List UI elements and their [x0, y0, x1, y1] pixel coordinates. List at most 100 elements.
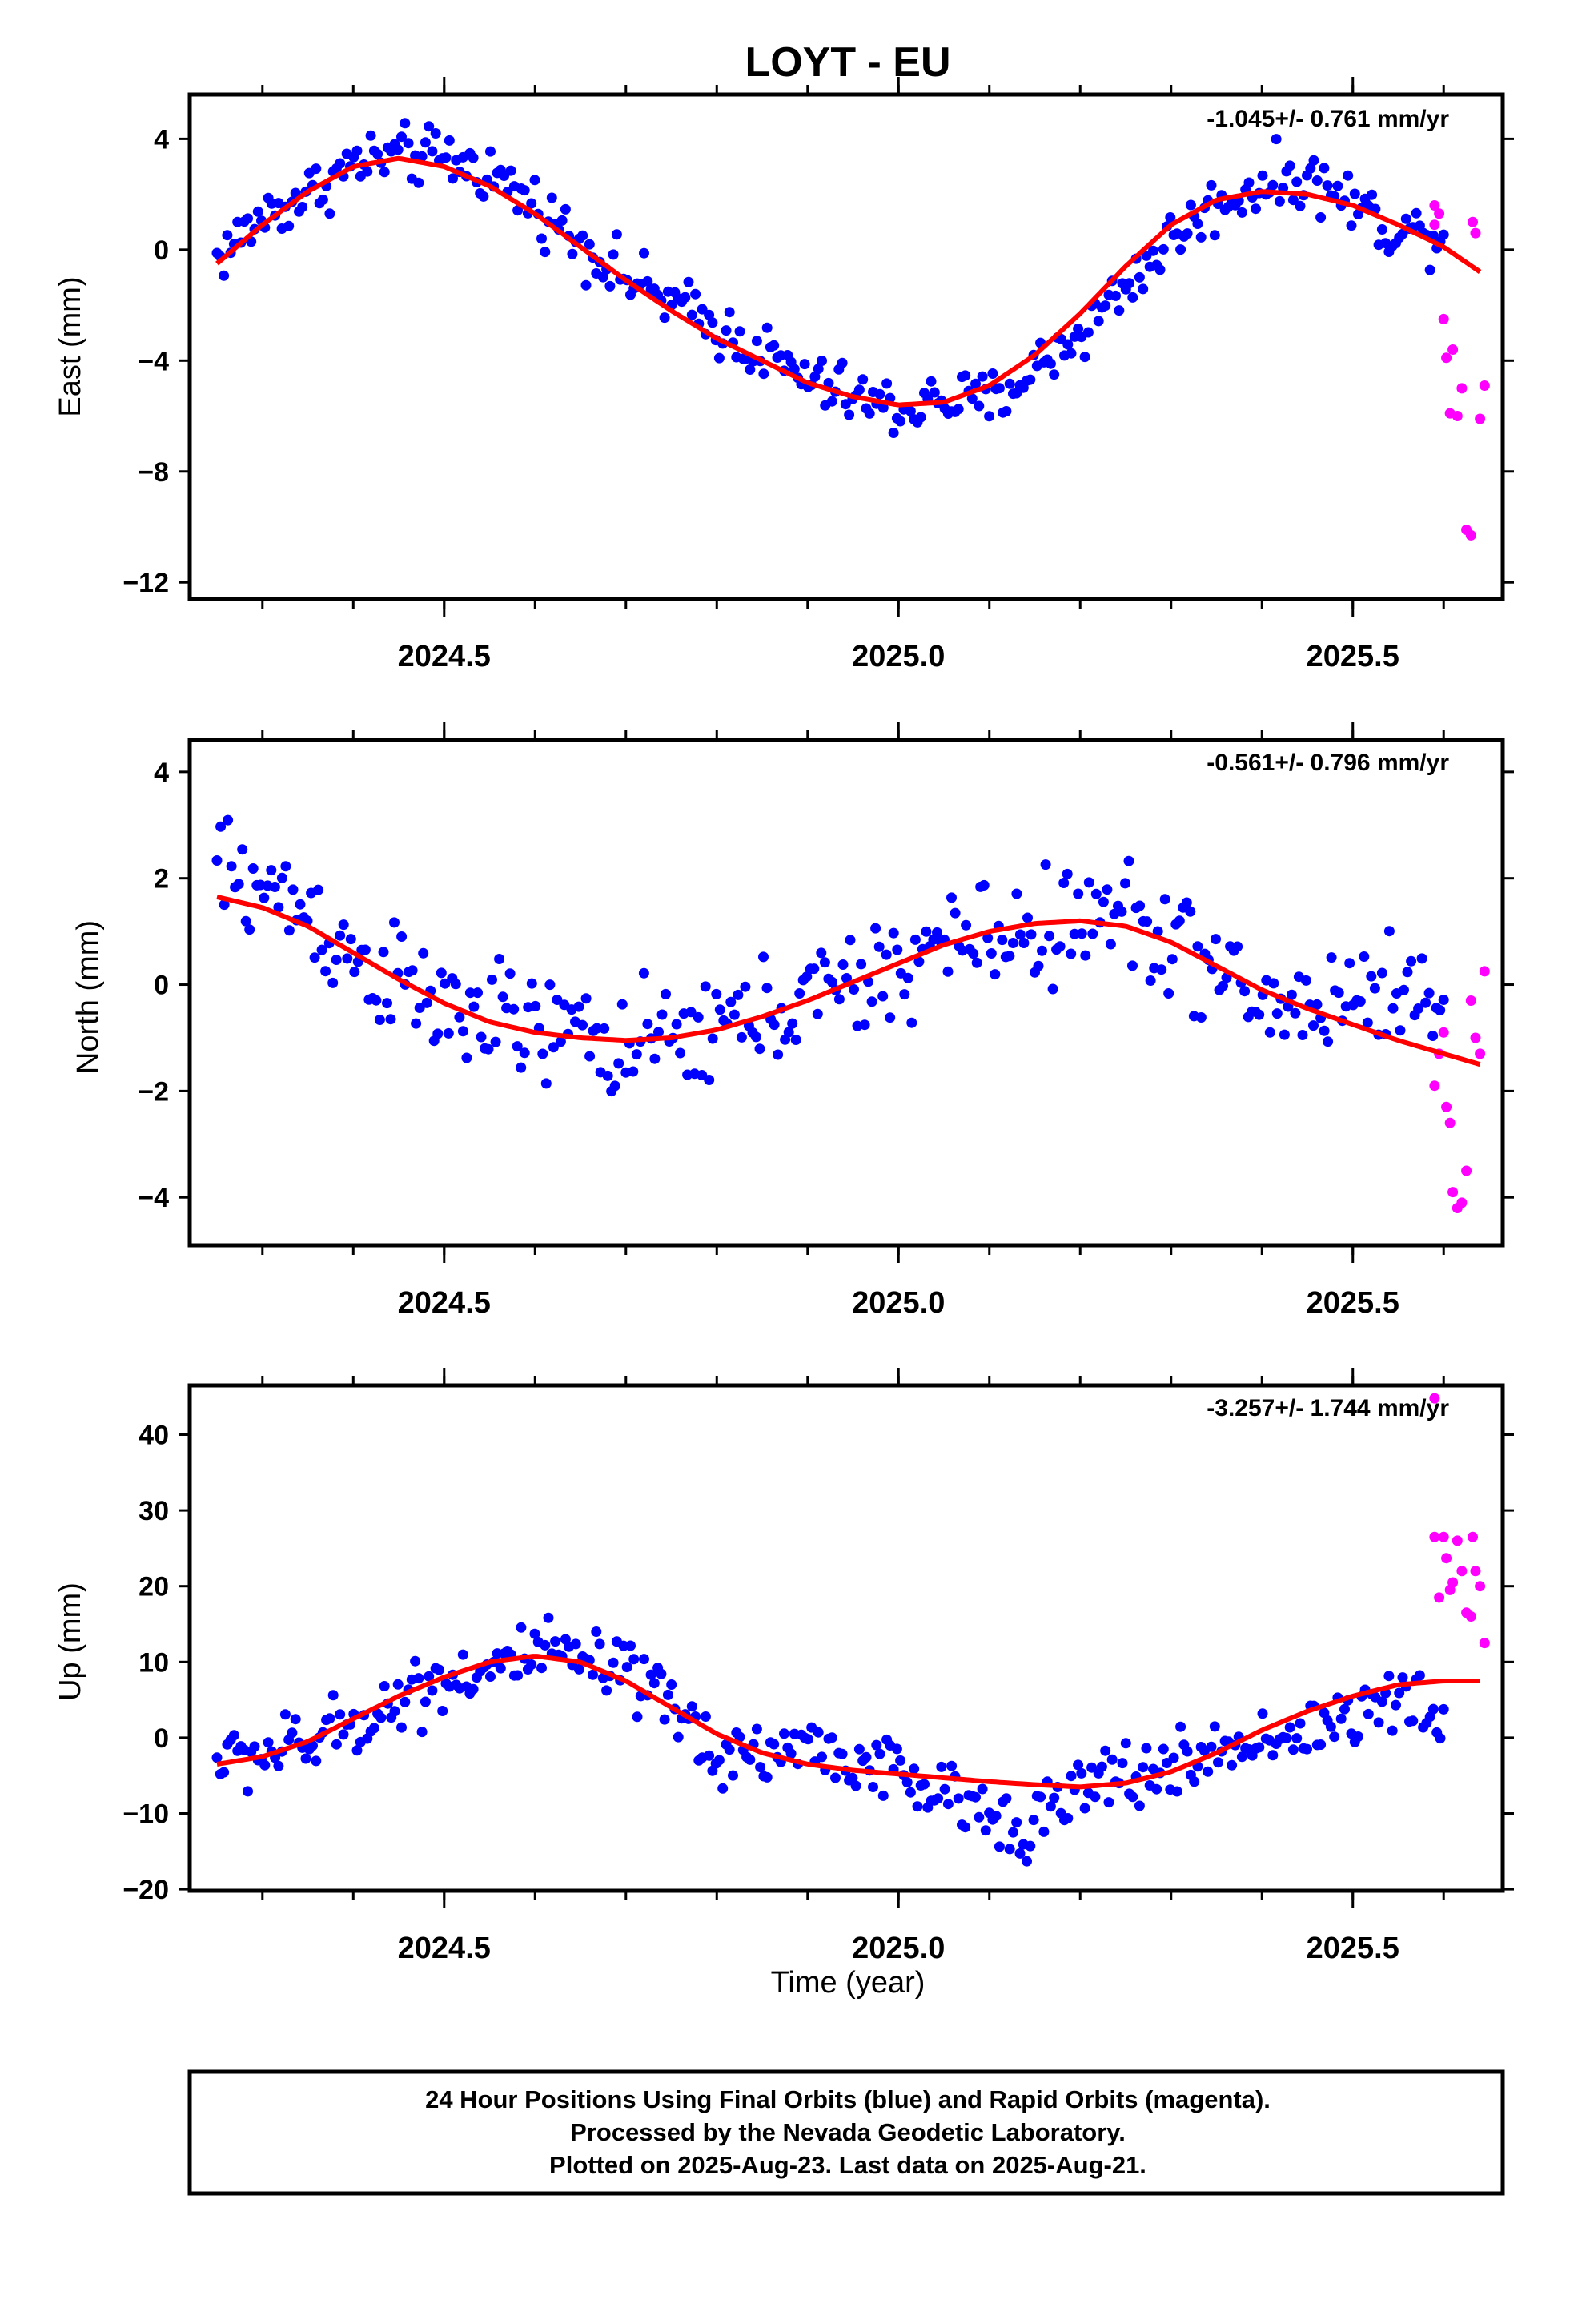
- up-final-orbit-point: [307, 1740, 318, 1751]
- north-final-orbit-point: [809, 963, 820, 975]
- east-final-orbit-point: [789, 364, 800, 375]
- east-final-orbit-point: [485, 146, 496, 157]
- north-y-tick-label: 0: [154, 971, 169, 1001]
- north-final-orbit-point: [1376, 967, 1387, 979]
- east-final-orbit-point: [317, 194, 328, 205]
- east-y-tick-label: 0: [154, 235, 169, 266]
- east-final-orbit-point: [311, 163, 322, 175]
- east-final-orbit-point: [1251, 203, 1261, 215]
- up-final-orbit-point: [424, 1671, 435, 1682]
- east-final-orbit-point: [526, 198, 537, 209]
- up-final-orbit-point: [936, 1761, 947, 1772]
- up-final-orbit-point: [540, 1639, 551, 1651]
- up-final-orbit-point: [717, 1783, 729, 1794]
- up-final-orbit-point: [1001, 1793, 1012, 1804]
- up-final-orbit-point: [1086, 1762, 1098, 1773]
- north-final-orbit-point: [276, 872, 287, 883]
- north-final-orbit-point: [921, 926, 932, 937]
- north-final-orbit-point: [342, 953, 353, 964]
- north-final-orbit-point: [1127, 960, 1138, 971]
- up-rapid-orbit-point: [1465, 1611, 1476, 1622]
- north-final-orbit-point: [1007, 938, 1018, 948]
- north-final-orbit-point: [418, 947, 429, 959]
- north-rapid-orbit-point: [1465, 995, 1476, 1006]
- up-model-fit-line: [216, 1654, 1480, 1790]
- up-final-orbit-point: [1079, 1803, 1090, 1814]
- north-final-orbit-point: [1163, 988, 1174, 999]
- up-final-orbit-point: [1335, 1713, 1347, 1724]
- north-final-orbit-point: [544, 979, 556, 991]
- north-final-orbit-point: [1011, 888, 1022, 899]
- up-final-orbit-point: [1189, 1776, 1200, 1787]
- east-final-orbit-point: [734, 326, 745, 337]
- x-axis-label: Time (year): [771, 1966, 926, 2000]
- north-final-orbit-point: [1218, 980, 1228, 991]
- north-final-orbit-point: [707, 1033, 718, 1044]
- north-rapid-orbit-point: [1461, 1165, 1472, 1176]
- east-final-orbit-point: [427, 146, 438, 157]
- north-final-orbit-point: [1026, 929, 1037, 940]
- east-final-orbit-point: [362, 166, 373, 177]
- north-final-orbit-point: [685, 1007, 697, 1018]
- east-final-orbit-point: [1049, 369, 1060, 380]
- north-final-orbit-point: [1185, 906, 1196, 917]
- north-final-orbit-point: [269, 882, 280, 892]
- north-final-orbit-point: [1022, 912, 1033, 923]
- north-final-orbit-point: [537, 1048, 548, 1059]
- east-final-orbit-point: [690, 288, 701, 300]
- up-final-orbit-point: [850, 1780, 861, 1791]
- up-final-orbit-point: [813, 1727, 824, 1738]
- east-final-orbit-point: [297, 202, 308, 212]
- north-final-orbit-point: [244, 924, 255, 935]
- east-final-orbit-point: [1100, 300, 1111, 312]
- north-final-orbit-point: [440, 978, 451, 989]
- north-final-orbit-point: [971, 957, 982, 968]
- north-final-orbit-point: [436, 967, 447, 979]
- north-final-orbit-point: [1181, 897, 1192, 908]
- up-final-orbit-point: [300, 1753, 311, 1764]
- north-final-orbit-point: [899, 989, 910, 1000]
- north-final-orbit-point: [237, 844, 248, 855]
- east-final-orbit-point: [1045, 358, 1056, 369]
- up-final-orbit-point: [830, 1772, 841, 1783]
- north-final-orbit-point: [1286, 989, 1297, 1000]
- east-final-orbit-point: [1195, 231, 1207, 243]
- up-final-orbit-point: [912, 1801, 923, 1812]
- north-final-orbit-point: [555, 1036, 566, 1047]
- north-final-orbit-point: [345, 934, 356, 945]
- up-final-orbit-point: [659, 1714, 670, 1725]
- up-final-orbit-point: [1028, 1815, 1039, 1826]
- up-y-tick-label: −10: [122, 1799, 169, 1830]
- up-final-orbit-point: [396, 1722, 407, 1733]
- east-final-orbit-point: [1274, 195, 1285, 207]
- up-rapid-orbit-point: [1456, 1566, 1468, 1577]
- east-final-orbit-point: [721, 325, 732, 336]
- north-final-orbit-point: [240, 915, 251, 927]
- north-rapid-orbit-point: [1447, 1187, 1459, 1198]
- north-final-orbit-point: [287, 884, 299, 895]
- east-final-orbit-point: [844, 409, 855, 420]
- east-final-orbit-point: [540, 247, 551, 258]
- up-final-orbit-point: [1022, 1856, 1032, 1867]
- east-final-orbit-point: [1295, 200, 1306, 211]
- north-final-orbit-point: [313, 884, 324, 895]
- north-final-orbit-point: [837, 959, 849, 970]
- footer-line-2: Processed by the Nevada Geodetic Laborat…: [570, 2118, 1126, 2146]
- north-axis-label: North (mm): [71, 920, 105, 1074]
- east-final-orbit-point: [809, 371, 821, 382]
- up-final-orbit-point: [273, 1760, 284, 1771]
- up-final-orbit-point: [588, 1669, 598, 1680]
- north-final-orbit-point: [826, 976, 837, 987]
- up-final-orbit-point: [933, 1793, 944, 1804]
- up-x-tick-label: 2025.0: [852, 1932, 945, 1965]
- east-x-tick-label: 2025.0: [852, 640, 945, 673]
- up-final-orbit-point: [1427, 1703, 1439, 1715]
- east-final-orbit-point: [1257, 170, 1268, 181]
- north-final-orbit-point: [769, 1019, 780, 1031]
- east-final-orbit-point: [1332, 180, 1343, 191]
- north-final-orbit-point: [338, 919, 349, 931]
- east-final-orbit-point: [1400, 213, 1411, 224]
- east-final-orbit-point: [888, 428, 899, 438]
- up-final-orbit-point: [1291, 1733, 1303, 1744]
- east-final-orbit-point: [813, 364, 824, 375]
